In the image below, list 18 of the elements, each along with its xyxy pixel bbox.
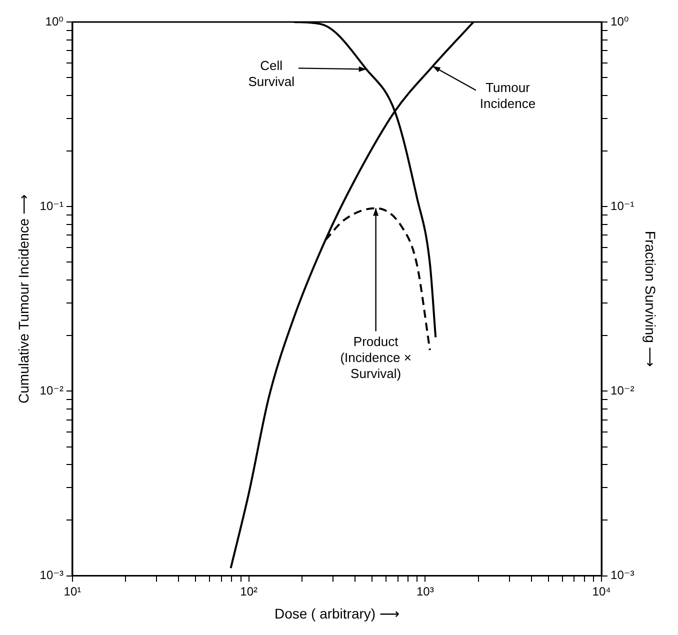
x-tick-label: 10² xyxy=(240,584,258,598)
text: 10⁻¹ xyxy=(40,198,64,213)
y-tick-label: 10⁻³ xyxy=(610,568,634,582)
x-axis-title: Dose ( arbitrary) ⟶ xyxy=(274,605,400,622)
y-tick-label: 10⁰ xyxy=(610,14,629,28)
text: 10⁻³ xyxy=(40,568,64,582)
series-label: Product (Incidence × Survival) xyxy=(340,334,412,381)
x-tick-label: 10⁴ xyxy=(592,584,611,598)
y-tick-label: 10⁻¹ xyxy=(610,198,634,213)
x-tick-label: 10¹ xyxy=(64,584,82,598)
y2-axis-title: Fraction Surviving ⟶ xyxy=(642,230,659,367)
text: Cell Survival xyxy=(248,58,295,89)
text: Tumour Incidence xyxy=(480,80,536,111)
text: 10⁰ xyxy=(45,14,64,28)
y-axis-title: Cumulative Tumour Incidence ⟶ xyxy=(15,194,32,404)
y-tick-label: 10⁻² xyxy=(610,384,634,398)
x-tick-label: 10³ xyxy=(416,584,434,598)
text: 10⁻² xyxy=(40,384,64,398)
